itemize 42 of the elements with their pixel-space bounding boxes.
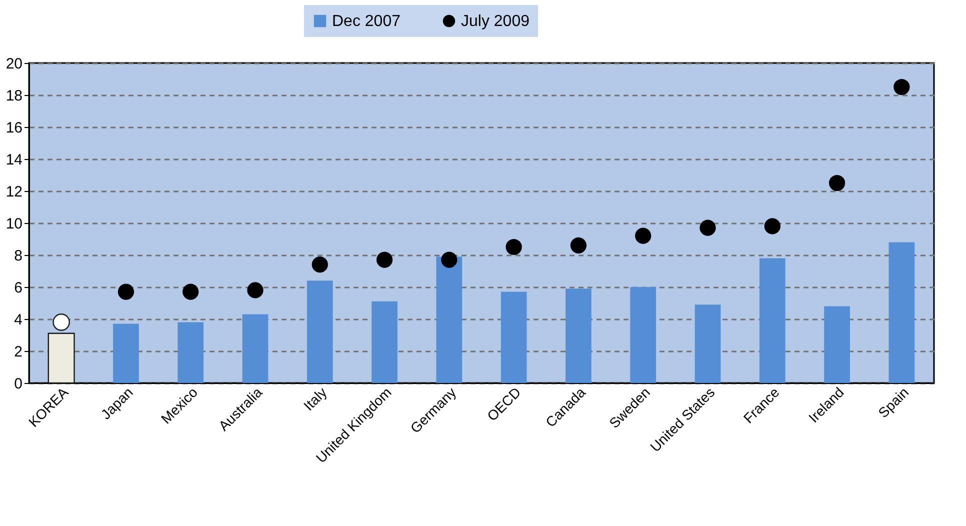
bar — [888, 242, 915, 383]
point — [828, 174, 846, 192]
bar — [306, 280, 333, 383]
y-tick-label: 2 — [14, 344, 22, 360]
point — [441, 252, 458, 268]
bar — [48, 332, 75, 384]
point — [182, 284, 199, 300]
bar — [759, 258, 786, 383]
point — [52, 314, 70, 331]
y-tick-label: 10 — [6, 216, 22, 232]
y-tick-label: 0 — [14, 376, 22, 392]
bar — [630, 287, 656, 383]
y-tick-label: 6 — [14, 280, 22, 296]
bar — [242, 314, 268, 383]
legend-label: Dec 2007 — [332, 13, 401, 30]
point — [247, 282, 264, 298]
point — [764, 218, 780, 234]
point — [894, 78, 910, 96]
bar — [436, 256, 462, 383]
point — [570, 237, 587, 254]
y-tick-label: 4 — [14, 312, 22, 328]
legend-label: July 2009 — [461, 13, 530, 30]
bar — [824, 306, 850, 383]
point — [635, 228, 652, 244]
bar — [178, 322, 204, 383]
y-tick-label: 14 — [6, 152, 22, 168]
y-tick-label: 16 — [6, 120, 22, 136]
x-tick-label: Italy — [300, 384, 330, 414]
point — [312, 256, 328, 273]
bar — [113, 324, 139, 383]
point — [700, 220, 716, 236]
point — [506, 238, 522, 256]
bar — [500, 292, 527, 383]
bar — [566, 288, 592, 383]
y-tick-label: 12 — [6, 184, 22, 200]
point — [118, 284, 134, 300]
y-tick-label: 18 — [6, 88, 22, 104]
y-tick-label: 8 — [14, 248, 22, 264]
bar — [694, 304, 721, 383]
point — [376, 252, 393, 268]
bar — [372, 301, 398, 383]
y-tick-label: 20 — [6, 56, 22, 72]
